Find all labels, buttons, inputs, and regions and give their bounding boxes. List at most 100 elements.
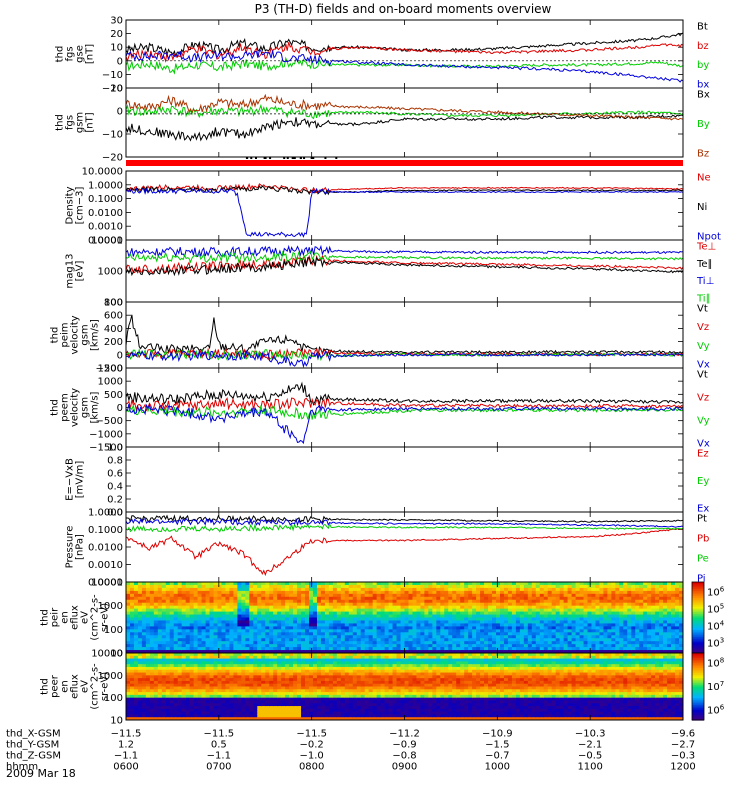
y-tick-label: 0.4 — [107, 482, 123, 493]
legend-by: by — [697, 60, 709, 71]
y-tick-label: 500 — [104, 390, 123, 401]
legend-Vy: Vy — [697, 416, 710, 427]
y-tick-label: 30 — [110, 16, 123, 27]
legend-Ni: Ni — [697, 202, 707, 213]
series-group — [126, 184, 683, 237]
y-tick-label: 10000 — [91, 578, 123, 589]
panel-frame — [126, 88, 683, 157]
y-axis-label-line: [cm−3] — [75, 187, 86, 225]
y-tick-label: 0.1000 — [88, 194, 123, 205]
y-tick-label: 1500 — [98, 364, 123, 375]
legend-Vt: Vt — [697, 370, 708, 381]
legend-Ez: Ez — [697, 449, 709, 460]
panel-density: Density[cm−3]10.00001.00000.10000.01000.… — [65, 167, 721, 247]
y-tick-label: 0.6 — [107, 469, 123, 480]
spectrogram-cells — [126, 653, 684, 721]
y-tick-label: 200 — [104, 337, 123, 348]
legend-bz: bz — [697, 41, 709, 52]
mode-bar — [126, 160, 683, 166]
panel-frame — [126, 512, 683, 582]
panel-pressure: Pressure[nPa]1.00000.10000.01000.00100.0… — [65, 508, 710, 589]
legend-By: By — [697, 119, 710, 130]
y-tick-label: 1000 — [98, 377, 123, 388]
y-tick-label: 0 — [117, 56, 123, 67]
y-tick-label: 0.2 — [107, 495, 123, 506]
legend-Ne: Ne — [697, 173, 711, 184]
panel-frame — [126, 20, 683, 88]
spectrogram-cells — [126, 582, 684, 654]
y-axis-label-line: [km/s] — [90, 319, 101, 351]
series-group — [126, 247, 683, 275]
y-axis-label-line: [eV] — [75, 261, 86, 282]
y-tick-label: 100 — [104, 625, 123, 636]
series-bz — [126, 42, 683, 61]
plot-title: P3 (TH-D) fields and on-board moments ov… — [255, 2, 552, 16]
y-tick-label: 400 — [104, 324, 123, 335]
y-axis-label-line: [nT] — [85, 112, 96, 132]
y-tick-label: 0.0100 — [88, 543, 123, 554]
y-tick-label: −1000 — [89, 429, 123, 440]
y-tick-label: 0.8 — [107, 456, 123, 467]
colorbar-tick-exp: 4 — [720, 620, 725, 628]
colorbar-tick-base: 10 — [707, 605, 720, 616]
y-tick-label: 1000 — [98, 601, 123, 612]
series-group — [126, 95, 683, 140]
y-tick-label: 100 — [104, 693, 123, 704]
y-tick-label: 0 — [117, 350, 123, 361]
y-tick-label: 0.0100 — [88, 208, 123, 219]
colorbar-tick-label: 105 — [707, 603, 724, 616]
series-Ti⊥ — [126, 247, 683, 257]
y-tick-label: −500 — [96, 416, 123, 427]
legend-Bx: Bx — [697, 90, 710, 101]
y-tick-label: 20 — [110, 29, 123, 40]
y-tick-label: 0 — [117, 403, 123, 414]
y-tick-label: 10000 — [91, 649, 123, 660]
colorbar-tick-exp: 6 — [720, 586, 725, 594]
colorbar-tick-base: 10 — [707, 622, 720, 633]
y-tick-label: 10 — [110, 84, 123, 95]
series-Bx — [126, 115, 683, 140]
legend-Pb: Pb — [697, 534, 709, 545]
legend-Pt: Pt — [697, 514, 707, 525]
legend-Ti⊥: Ti⊥ — [696, 276, 714, 287]
y-tick-label: 1.0000 — [88, 180, 123, 191]
legend-Te∥: Te∥ — [696, 259, 713, 270]
colorbar-tick-base: 10 — [707, 639, 720, 650]
series-Ne — [126, 184, 683, 193]
legend-Vz: Vz — [697, 322, 709, 333]
colorbar-tick-label: 104 — [707, 620, 725, 633]
y-tick-label: −10 — [102, 130, 123, 141]
colorbar-tick-exp: 3 — [720, 637, 724, 645]
series-Pb — [126, 528, 683, 574]
colorbar-tick-exp: 5 — [720, 603, 724, 611]
y-tick-label: 0.1000 — [88, 525, 123, 536]
series-group — [126, 516, 683, 575]
y-tick-label: 1.0 — [107, 443, 123, 454]
y-tick-label: 800 — [104, 298, 123, 309]
y-tick-label: 10000 — [91, 236, 123, 247]
legend-Bz: Bz — [697, 149, 709, 160]
colorbar — [692, 582, 704, 654]
series-group — [126, 315, 683, 367]
y-tick-label: 1000 — [98, 267, 123, 278]
series-Bt — [126, 33, 683, 56]
series-group — [126, 384, 683, 444]
panel-frame — [126, 240, 683, 302]
y-tick-label: 0.0010 — [88, 560, 123, 571]
legend-Vz: Vz — [697, 393, 709, 404]
y-axis-label-line: [nT] — [85, 44, 96, 64]
y-tick-label: 10.0000 — [82, 167, 123, 178]
panel-frame — [126, 171, 683, 240]
colorbar-tick-base: 10 — [707, 588, 720, 599]
y-tick-label: −10 — [102, 70, 123, 81]
y-tick-label: 600 — [104, 311, 123, 322]
